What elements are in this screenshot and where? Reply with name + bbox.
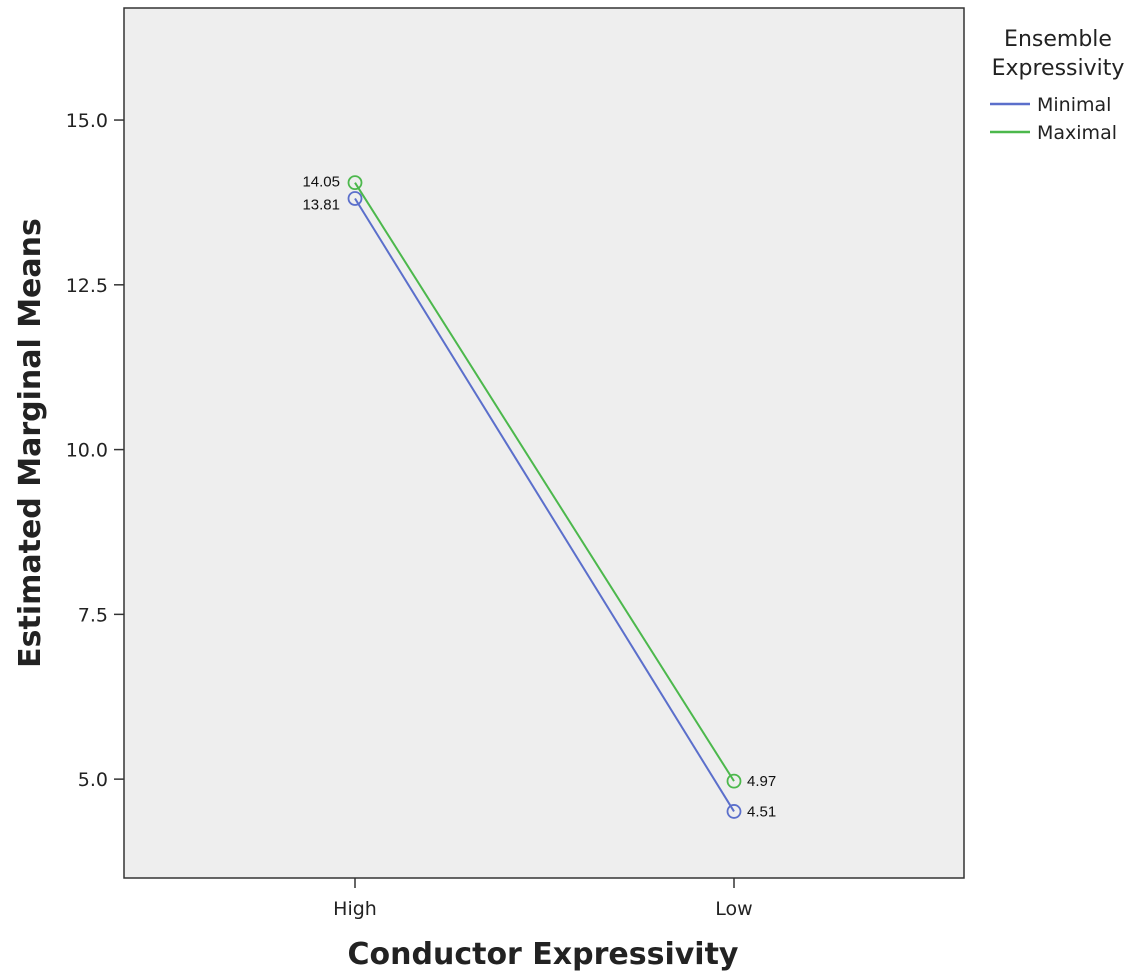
data-label: 4.97: [747, 773, 776, 790]
legend-title-line2: Expressivity: [992, 56, 1125, 81]
data-point-maximal: [726, 773, 742, 789]
legend-label-minimal: Minimal: [1037, 94, 1111, 116]
data-point-minimal: [726, 804, 742, 819]
series-layer: [347, 175, 742, 819]
series-line-minimal: [354, 197, 735, 812]
legend-label-maximal: Maximal: [1037, 122, 1117, 144]
data-label: 13.81: [302, 196, 340, 213]
y-tick-label: 15.0: [66, 110, 108, 132]
legend: Ensemble Expressivity Minimal Maximal: [990, 27, 1124, 144]
data-label: 4.51: [747, 803, 776, 820]
y-tick-label: 10.0: [66, 440, 108, 462]
y-tick-label: 5.0: [78, 769, 108, 791]
series-line-maximal: [354, 182, 735, 782]
legend-title-line1: Ensemble: [1004, 27, 1112, 52]
y-tick-label: 7.5: [78, 604, 108, 626]
x-axis-title: Conductor Expressivity: [348, 937, 739, 972]
data-point-maximal: [347, 175, 363, 191]
x-axis: High Low: [333, 878, 753, 920]
plot-area: [123, 7, 965, 879]
legend-items: Minimal Maximal: [990, 94, 1117, 144]
x-tick-label: Low: [715, 898, 752, 920]
data-labels: 14.05 13.81 4.97 4.51: [302, 174, 776, 821]
y-axis: 5.0 7.5 10.0 12.5 15.0: [66, 110, 124, 791]
data-label: 14.05: [302, 174, 340, 191]
data-point-minimal: [347, 191, 363, 206]
y-tick-label: 12.5: [66, 275, 108, 297]
y-axis-title: Estimated Marginal Means: [13, 218, 48, 668]
x-tick-label: High: [333, 898, 377, 920]
